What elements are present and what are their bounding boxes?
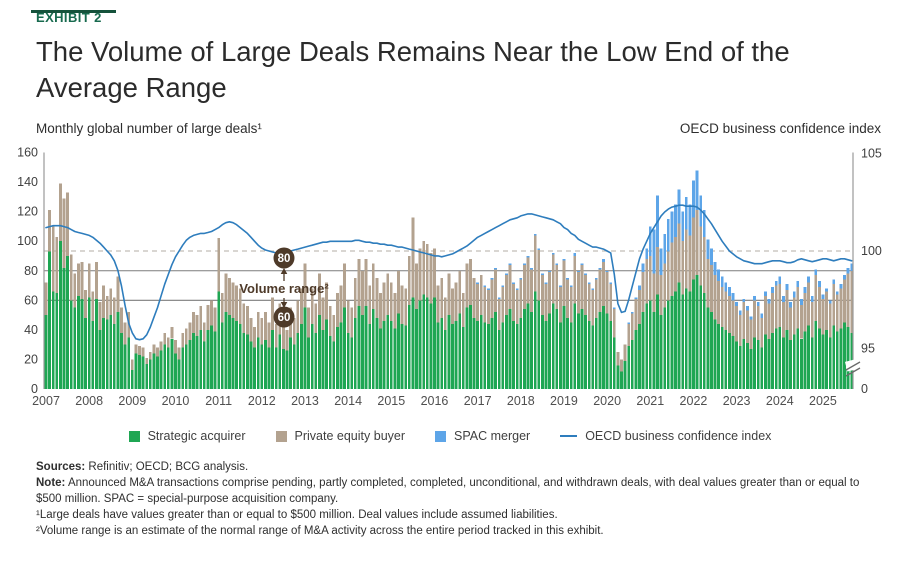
x-axis-year-labels: 2007 2008 2009 2010 2011 2012 2013 2014 2015 2016… bbox=[32, 394, 837, 408]
volume-range-badge-low: 60 bbox=[273, 306, 295, 328]
exhibit-label: EXHIBIT 2 bbox=[36, 10, 102, 25]
svg-text:2014: 2014 bbox=[334, 394, 362, 408]
legend-item-strategic: Strategic acquirer bbox=[128, 429, 246, 443]
svg-text:2012: 2012 bbox=[248, 394, 276, 408]
svg-text:2025: 2025 bbox=[809, 394, 837, 408]
legend-label: Private equity buyer bbox=[294, 429, 406, 443]
svg-text:2011: 2011 bbox=[205, 394, 232, 408]
svg-text:20: 20 bbox=[24, 352, 38, 366]
svg-text:2013: 2013 bbox=[291, 394, 319, 408]
svg-text:2007: 2007 bbox=[32, 394, 60, 408]
legend-item-private-equity: Private equity buyer bbox=[275, 429, 406, 443]
svg-text:2019: 2019 bbox=[550, 394, 578, 408]
left-axis-title: Monthly global number of large deals¹ bbox=[36, 121, 262, 136]
svg-text:2023: 2023 bbox=[723, 394, 751, 408]
svg-text:2010: 2010 bbox=[162, 394, 190, 408]
header: EXHIBIT 2 The Volume of Large Deals Rema… bbox=[36, 10, 880, 106]
page-title: The Volume of Large Deals Remains Near t… bbox=[36, 36, 790, 103]
svg-text:80: 80 bbox=[278, 253, 291, 265]
right-axis-title: OECD business confidence index bbox=[679, 121, 881, 136]
svg-text:40: 40 bbox=[24, 323, 38, 337]
private-equity-swatch-icon bbox=[275, 430, 287, 442]
svg-text:100: 100 bbox=[861, 244, 882, 258]
svg-text:2018: 2018 bbox=[507, 394, 535, 408]
note-line: Note: Announced M&A transactions compris… bbox=[36, 477, 860, 505]
svg-text:2009: 2009 bbox=[118, 394, 146, 408]
svg-text:140: 140 bbox=[17, 175, 38, 189]
svg-text:2021: 2021 bbox=[636, 394, 664, 408]
svg-text:95: 95 bbox=[861, 342, 875, 356]
svg-text:60: 60 bbox=[278, 312, 291, 324]
sources-line: Sources: Refinitiv; OECD; BCG analysis. bbox=[36, 461, 249, 473]
strategic-acquirer-swatch-icon bbox=[128, 430, 140, 442]
spac-merger-swatch-icon bbox=[435, 430, 447, 442]
svg-text:2008: 2008 bbox=[75, 394, 103, 408]
oecd-line-swatch-icon bbox=[560, 435, 578, 437]
right-axis-break-icon bbox=[844, 358, 862, 377]
legend: Strategic acquirer Private equity buyer … bbox=[0, 429, 900, 443]
legend-label: SPAC merger bbox=[454, 429, 531, 443]
svg-text:100: 100 bbox=[17, 234, 38, 248]
bars-layer bbox=[44, 170, 854, 389]
volume-range-annotation: Volume range² 80 60 bbox=[239, 247, 329, 328]
svg-text:120: 120 bbox=[17, 205, 38, 219]
svg-text:0: 0 bbox=[31, 382, 38, 396]
svg-text:160: 160 bbox=[17, 146, 38, 160]
left-axis-tick-labels: 0 20 40 60 80 100 120 140 160 bbox=[17, 146, 38, 396]
svg-text:2022: 2022 bbox=[680, 394, 708, 408]
legend-label: Strategic acquirer bbox=[147, 429, 246, 443]
svg-text:2024: 2024 bbox=[766, 394, 794, 408]
svg-text:2017: 2017 bbox=[464, 394, 492, 408]
volume-range-badge-high: 80 bbox=[273, 247, 295, 269]
cropped-top-sliver bbox=[31, 10, 116, 13]
right-axis-tick-labels: 95 100 105 0 bbox=[861, 147, 882, 397]
svg-text:2020: 2020 bbox=[593, 394, 621, 408]
svg-text:2016: 2016 bbox=[421, 394, 449, 408]
svg-text:0: 0 bbox=[861, 382, 868, 396]
axis-titles-row: Monthly global number of large deals¹ OE… bbox=[36, 121, 881, 136]
legend-label: OECD business confidence index bbox=[585, 429, 772, 443]
footnote-1: ¹Large deals have values greater than or… bbox=[36, 509, 558, 521]
svg-text:105: 105 bbox=[861, 147, 882, 161]
svg-text:2015: 2015 bbox=[377, 394, 405, 408]
oecd-confidence-line bbox=[45, 204, 853, 341]
footnotes: Sources: Refinitiv; OECD; BCG analysis. … bbox=[36, 459, 880, 539]
footnote-2: ²Volume range is an estimate of the norm… bbox=[36, 525, 604, 537]
svg-text:80: 80 bbox=[24, 264, 38, 278]
volume-range-label: Volume range² bbox=[239, 281, 329, 296]
legend-item-oecd-line: OECD business confidence index bbox=[560, 429, 771, 443]
svg-text:60: 60 bbox=[24, 293, 38, 307]
legend-item-spac: SPAC merger bbox=[435, 429, 530, 443]
